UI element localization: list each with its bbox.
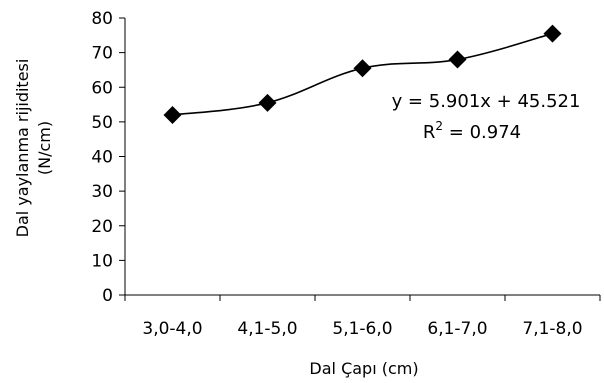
y-axis-title-unit: (N/cm) — [35, 121, 54, 175]
y-tick-label: 70 — [91, 44, 113, 64]
data-point — [258, 93, 277, 112]
r2-superscript: 2 — [435, 119, 443, 133]
series-group — [163, 24, 562, 124]
y-tick-label: 30 — [91, 182, 113, 202]
r-squared-label: R2 = 0.974 — [423, 119, 521, 143]
x-tick-label: 3,0-4,0 — [142, 319, 202, 339]
y-tick-label: 10 — [91, 251, 113, 271]
r2-prefix: R — [423, 122, 436, 143]
y-tick-label: 40 — [91, 148, 113, 168]
x-tick-labels: 3,0-4,0 4,1-5,0 5,1-6,0 6,1-7,0 7,1-8,0 — [142, 319, 582, 339]
x-tick-label: 7,1-8,0 — [522, 319, 582, 339]
y-tick-label: 50 — [91, 113, 113, 133]
data-point — [543, 24, 562, 43]
x-tick-label: 4,1-5,0 — [237, 319, 297, 339]
regression-equation: y = 5.901x + 45.521 — [392, 91, 581, 112]
y-tick-label: 80 — [91, 9, 113, 29]
data-point — [353, 59, 372, 78]
y-tick-labels: 0 10 20 30 40 50 60 70 80 — [91, 9, 113, 306]
r2-value: = 0.974 — [443, 122, 521, 143]
x-axis-title: Dal Çapı (cm) — [309, 359, 418, 378]
y-tick-label: 60 — [91, 78, 113, 98]
y-axis-title: Dal yaylanma rijiditesi — [13, 59, 32, 238]
data-point — [163, 105, 182, 124]
y-tick-label: 0 — [102, 286, 113, 306]
axes — [119, 17, 601, 301]
data-point — [448, 50, 467, 69]
y-tick-label: 20 — [91, 217, 113, 237]
x-tick-label: 5,1-6,0 — [332, 319, 392, 339]
x-tick-label: 6,1-7,0 — [427, 319, 487, 339]
